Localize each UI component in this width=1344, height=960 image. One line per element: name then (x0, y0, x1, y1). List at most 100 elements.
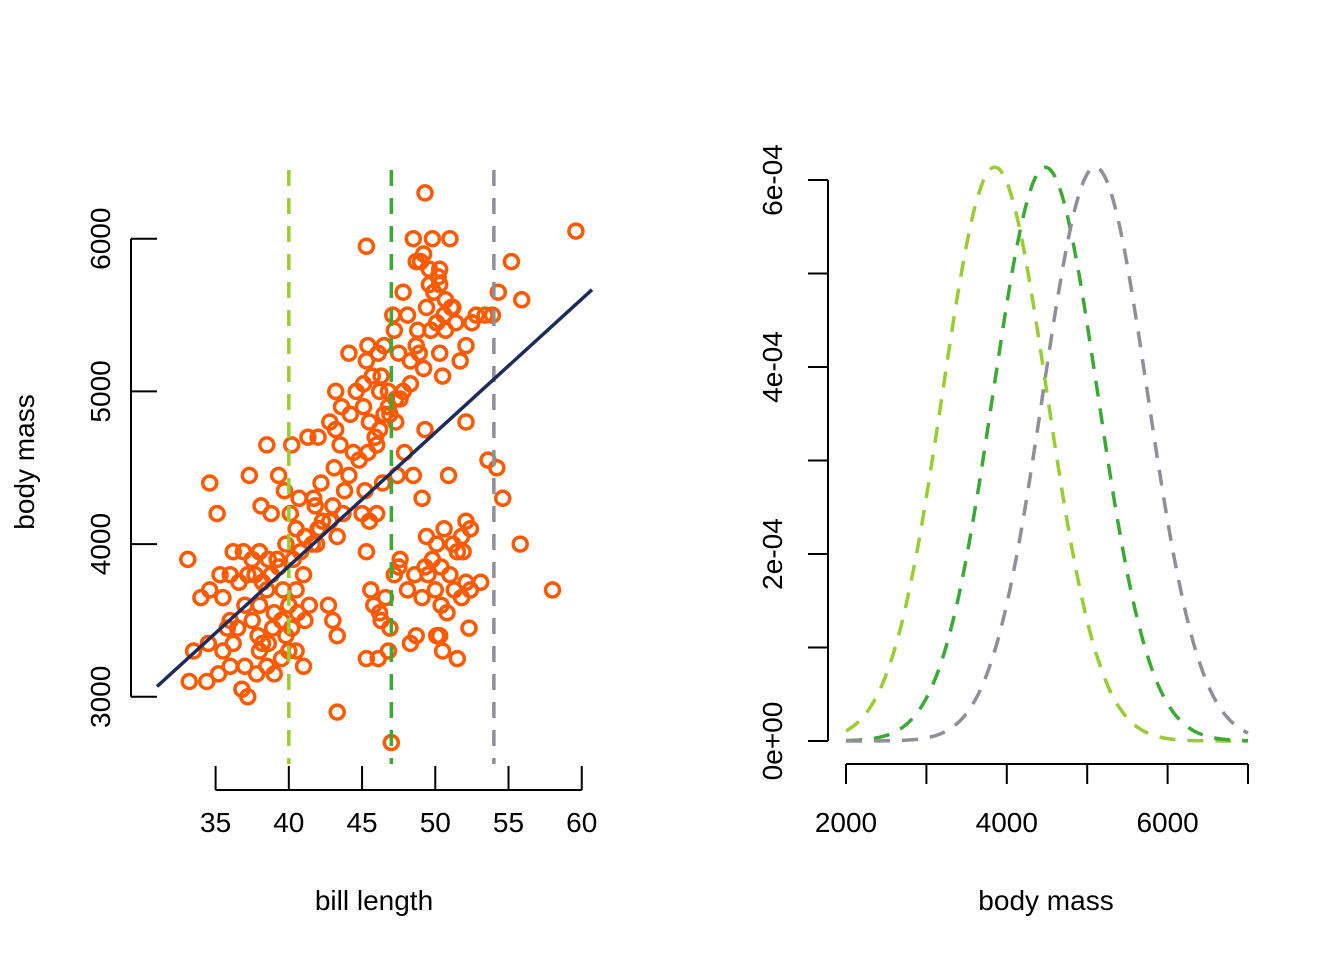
data-point (394, 283, 412, 301)
data-point (460, 619, 478, 637)
density-panel: 2000 4000 6000 0e+00 2e-04 4e-04 6e-04 body m… (757, 144, 1249, 916)
data-point (391, 550, 409, 569)
data-point (239, 688, 257, 706)
data-point (307, 535, 326, 553)
data-point (263, 619, 282, 637)
data-point (306, 497, 324, 515)
data-point (287, 581, 305, 599)
data-point (208, 504, 226, 523)
data-point (250, 596, 269, 614)
data-point (448, 649, 467, 668)
data-point (433, 367, 452, 385)
data-point (436, 321, 455, 340)
data-point (433, 642, 452, 660)
data-point (239, 565, 257, 584)
data-point (357, 352, 376, 370)
data-point (252, 497, 270, 515)
data-point (200, 474, 219, 492)
data-point (291, 542, 310, 561)
vertical-reference-lines (287, 170, 496, 764)
data-point (247, 665, 266, 683)
data-point (259, 550, 278, 569)
x-tick-label: 45 (346, 807, 377, 838)
data-point (362, 581, 380, 599)
x-tick-label: 40 (273, 807, 304, 838)
data-point (416, 420, 434, 439)
data-point (451, 352, 469, 370)
data-point (268, 550, 286, 569)
data-point (310, 520, 329, 538)
data-point (180, 672, 198, 691)
data-point (363, 367, 382, 385)
data-point (379, 642, 398, 660)
data-point (367, 504, 386, 523)
x-axis-label: body mass (978, 885, 1113, 916)
y-tick-label: 6e-04 (757, 144, 788, 216)
data-point (511, 535, 529, 553)
data-point (408, 321, 427, 340)
data-point (334, 504, 352, 523)
data-point (224, 634, 242, 653)
data-point (489, 283, 508, 301)
y-tick-label: 3000 (85, 666, 116, 728)
data-point (430, 626, 449, 645)
data-point (294, 565, 313, 584)
data-point (328, 527, 346, 546)
data-point (444, 298, 462, 317)
data-point (413, 489, 431, 508)
data-point (401, 375, 420, 393)
y-tick-label: 0e+00 (757, 702, 788, 781)
data-point (439, 466, 458, 485)
data-point (211, 565, 229, 584)
data-point (512, 291, 531, 309)
data-point (543, 581, 562, 599)
data-point (404, 229, 423, 248)
data-point (192, 588, 210, 607)
data-point (448, 542, 467, 561)
data-point (179, 550, 197, 569)
data-point (411, 252, 430, 271)
data-point (312, 474, 330, 492)
data-point (372, 367, 390, 385)
x-tick-label: 2000 (815, 807, 877, 838)
data-point (221, 657, 239, 676)
density-curve-2 (845, 165, 1249, 743)
y-tick-label: 6000 (85, 208, 116, 270)
data-point (354, 397, 373, 416)
data-point (296, 611, 314, 630)
data-point (277, 535, 295, 553)
data-point (457, 336, 475, 355)
data-point (282, 619, 301, 637)
data-point (275, 481, 294, 500)
data-point (259, 634, 278, 653)
data-point (332, 397, 351, 416)
data-point (502, 252, 521, 271)
data-point (326, 382, 345, 401)
density-curves (845, 165, 1249, 743)
data-point (340, 466, 358, 485)
density-curve-3 (846, 165, 1249, 743)
data-point (370, 420, 389, 439)
data-point (340, 344, 358, 362)
x-tick-label: 55 (493, 807, 524, 838)
data-point (404, 466, 423, 485)
data-point (326, 420, 345, 439)
data-point (224, 542, 242, 561)
y-tick-label: 5000 (85, 360, 116, 422)
data-point (335, 481, 354, 500)
data-point (309, 428, 327, 446)
data-point (420, 275, 439, 294)
data-point (417, 298, 436, 317)
data-point (300, 596, 319, 614)
data-point (265, 665, 283, 683)
data-point (467, 306, 486, 324)
x-tick-label: 6000 (1136, 807, 1198, 838)
data-point (214, 588, 232, 607)
data-point (430, 260, 449, 279)
x-axis: 35 40 45 50 55 60 (200, 766, 597, 838)
data-point (416, 184, 434, 202)
data-point (430, 344, 449, 362)
data-point (427, 535, 446, 553)
x-tick-label: 60 (566, 807, 597, 838)
density-curve-1 (845, 165, 1248, 743)
